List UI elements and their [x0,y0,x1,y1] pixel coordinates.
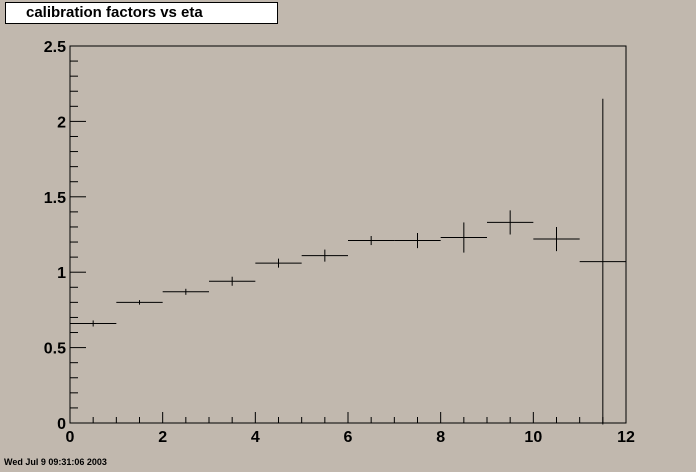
y-tick-label: 2.5 [44,39,66,56]
y-tick-label: 1 [57,265,66,282]
data-point [394,232,441,249]
plot-frame [69,45,627,424]
x-axis: 0 2 4 6 8 10 12 [66,412,635,446]
footer-date: Wed Jul 9 09:31:06 2003 [4,457,107,467]
data-point [70,320,117,327]
y-axis: 0 0.5 1 1.5 2 2.5 [44,39,86,433]
data-point [301,249,348,262]
y-tick-label: 2 [57,114,66,131]
data-point [579,98,626,425]
x-tick-label: 2 [158,429,167,446]
x-tick-label: 4 [251,429,260,446]
data-point [440,222,487,253]
y-tick-label: 0 [57,416,66,433]
data-point [116,300,163,305]
x-tick-label: 0 [66,429,75,446]
x-tick-label: 8 [436,429,445,446]
data-point [348,236,395,246]
data-point [255,258,302,268]
data-point [533,226,580,252]
data-point [209,276,256,286]
data-point [487,210,534,235]
data-point [162,288,209,295]
x-tick-label: 12 [617,429,635,446]
x-tick-label: 6 [344,429,353,446]
x-tick-label: 10 [524,429,542,446]
data-points [70,98,626,425]
y-tick-label: 1.5 [44,190,66,207]
y-tick-label: 0.5 [44,341,66,358]
chart-title: calibration factors vs eta [5,2,278,24]
